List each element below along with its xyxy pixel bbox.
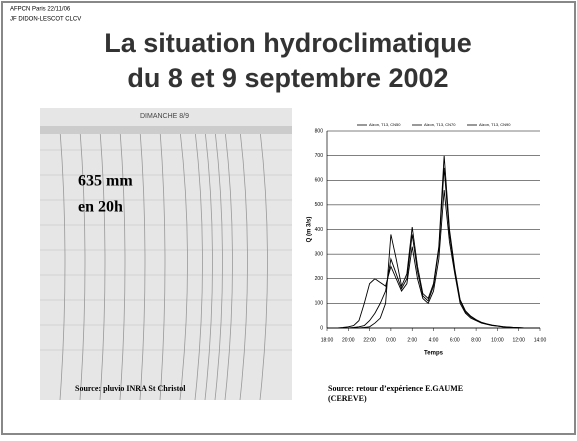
x-tick-label: 2:00	[407, 337, 417, 343]
y-tick-label: 700	[315, 153, 324, 159]
y-tick-label: 600	[315, 178, 324, 184]
y-tick-label: 200	[315, 276, 324, 282]
title: La situation hydroclimatique	[104, 28, 472, 58]
y-tick-label: 800	[315, 128, 324, 134]
source: (CEREVE)	[328, 394, 367, 403]
legend-label: Alzon, T13, CN70	[424, 122, 456, 127]
annotation: en 20h	[78, 199, 123, 216]
source: Source: pluvio INRA St Christol	[75, 384, 186, 393]
x-tick-label: 10:00	[491, 337, 504, 343]
x-tick-label: 12:00	[512, 337, 525, 343]
y-tick-label: 0	[320, 325, 323, 331]
x-tick-label: 4:00	[429, 337, 439, 343]
x-tick-label: 8:00	[471, 337, 481, 343]
x-axis-label: Temps	[424, 351, 444, 357]
header-line: AFPCN Paris 22/11/06	[10, 7, 71, 13]
title: du 8 et 9 septembre 2002	[127, 63, 448, 93]
x-tick-label: 20:00	[342, 337, 355, 343]
y-tick-label: 100	[315, 301, 324, 307]
x-tick-label: 18:00	[321, 337, 334, 343]
legend-label: Alzon, T13, CN90	[479, 122, 511, 127]
x-tick-label: 0:00	[386, 337, 396, 343]
x-tick-label: 6:00	[450, 337, 460, 343]
y-tick-label: 500	[315, 202, 324, 208]
legend-label: Alzon, T13, CN50	[369, 122, 401, 127]
x-tick-label: 22:00	[363, 337, 376, 343]
photo-caption: DIMANCHE 8/9	[140, 113, 189, 120]
y-tick-label: 400	[315, 227, 324, 233]
y-axis-label: Q (m 3/s)	[307, 217, 313, 243]
header-line: JF DIDON-LESCOT CLCV	[10, 17, 81, 23]
slide: AFPCN Paris 22/11/06 JF DIDON-LESCOT CLC…	[0, 0, 577, 436]
annotation: 635 mm	[78, 173, 133, 190]
x-tick-label: 14:00	[534, 337, 547, 343]
pluviograph-photo: DIMANCHE 8/9	[40, 108, 292, 400]
source: Source: retour d’expérience E.GAUME	[328, 384, 463, 393]
y-tick-label: 300	[315, 251, 324, 257]
